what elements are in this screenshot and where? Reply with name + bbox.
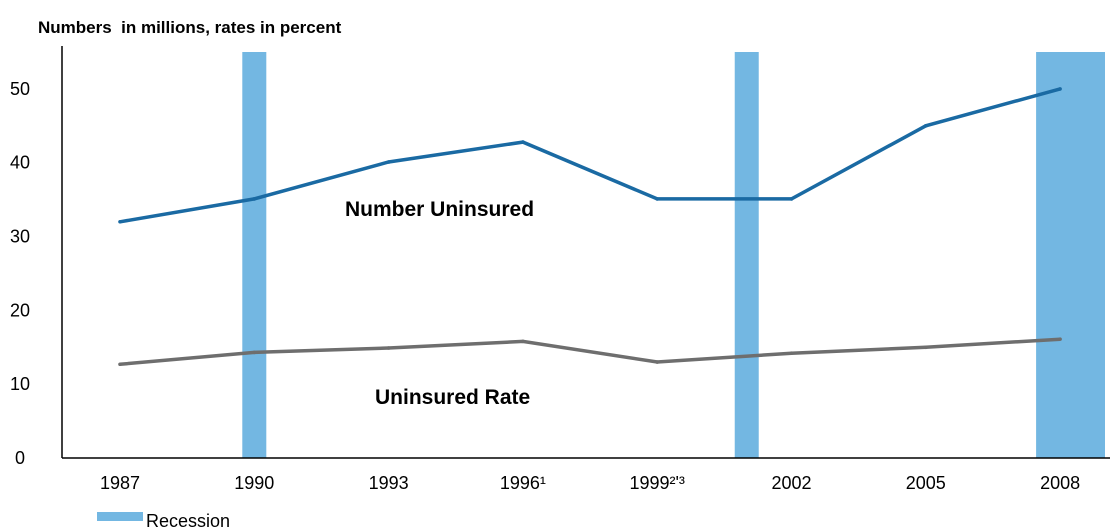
x-tick-label-2: 1993 — [369, 473, 409, 493]
x-tick-label-1: 1990 — [234, 473, 274, 493]
recession-bar-2008 — [1036, 52, 1105, 458]
data-point-s1-7 — [1058, 337, 1062, 341]
data-point-s0-7 — [1058, 87, 1062, 91]
x-tick-label-6: 2005 — [906, 473, 946, 493]
data-point-s0-2 — [386, 160, 391, 164]
x-tick-label-7: 2008 — [1040, 473, 1080, 493]
x-tick-label-0: 1987 — [100, 473, 140, 493]
y-tick-label-10: 10 — [10, 374, 30, 394]
series-label-uninsured-rate: Uninsured Rate — [375, 386, 530, 409]
data-point-s1-0 — [118, 362, 122, 367]
chart-title: Numbers in millions, rates in percent — [38, 18, 342, 37]
data-point-s0-0 — [118, 219, 122, 224]
x-tick-label-4: 1999²'³ — [629, 473, 684, 493]
legend-label-recession: Recession — [146, 511, 230, 530]
data-point-s1-2 — [386, 346, 391, 350]
series-line-1 — [119, 337, 1061, 367]
y-tick-label-40: 40 — [10, 153, 30, 173]
x-tick-label-3: 1996¹ — [500, 473, 546, 493]
recession-bar-1990 — [242, 52, 267, 458]
recession-bar-2001 — [734, 52, 759, 458]
recession-bars — [242, 52, 1105, 458]
series-lines — [118, 87, 1062, 367]
series-line-0 — [119, 87, 1061, 224]
y-tick-label-20: 20 — [10, 300, 30, 320]
data-point-s0-1 — [252, 197, 257, 201]
x-tick-label-5: 2002 — [771, 473, 811, 493]
data-point-s0-4 — [655, 197, 659, 201]
axes: 0 10 20 30 40 50 1987 1990 1993 1996¹ 1999²'³ 2002 2… — [10, 46, 1110, 493]
data-point-s1-4 — [655, 360, 659, 364]
data-point-s1-5 — [789, 351, 794, 355]
data-point-s0-5 — [789, 197, 794, 201]
y-tick-label-50: 50 — [10, 79, 30, 99]
y-tick-label-0: 0 — [15, 448, 25, 468]
data-point-s1-1 — [252, 350, 257, 355]
y-tick-label-30: 30 — [10, 227, 30, 247]
legend-swatch-recession — [97, 512, 143, 521]
data-point-s1-3 — [521, 339, 525, 344]
data-point-s1-6 — [924, 345, 928, 350]
data-point-s0-3 — [521, 140, 525, 144]
series-label-number-uninsured: Number Uninsured — [345, 198, 534, 221]
legend: Recession — [97, 511, 230, 530]
data-point-s0-6 — [924, 124, 928, 128]
